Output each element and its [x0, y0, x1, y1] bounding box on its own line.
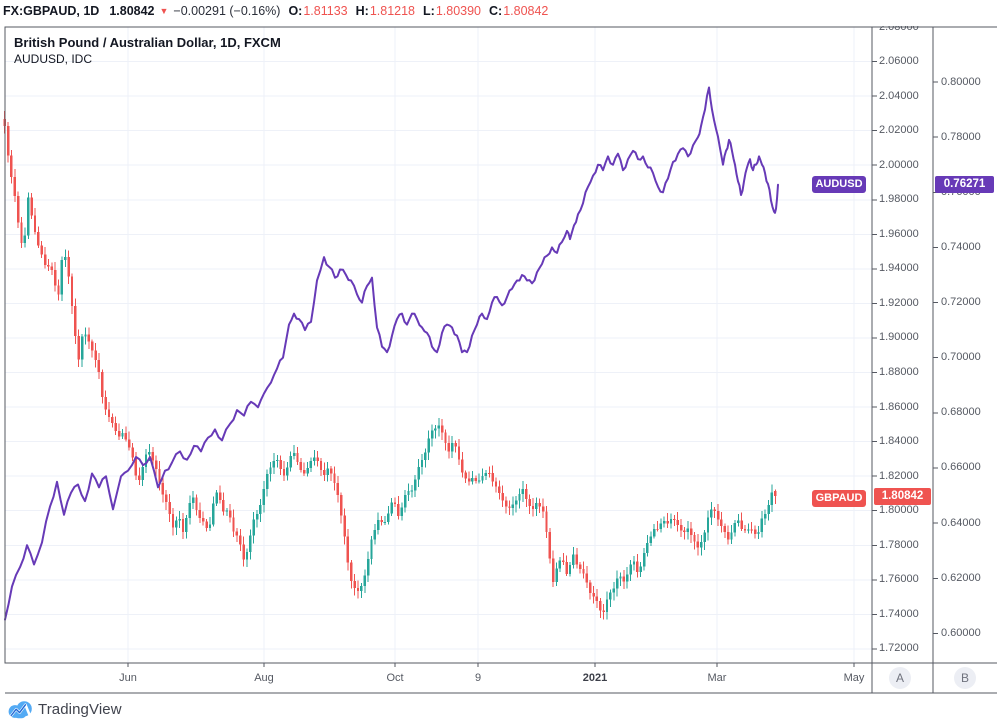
- audusd-last-price-label: 0.76271: [935, 176, 994, 193]
- symbol-info-bar: FX:GBPAUD, 1D 1.80842 ▼ −0.00291 (−0.16%…: [0, 0, 997, 26]
- open-label: O:: [288, 4, 303, 18]
- scale-b-button[interactable]: B: [954, 667, 976, 689]
- tradingview-branding[interactable]: TradingView: [8, 700, 122, 719]
- tradingview-logo-icon: [8, 701, 32, 719]
- grid-horizontal: [5, 61, 872, 650]
- chart-legend[interactable]: British Pound / Australian Dollar, 1D, F…: [14, 34, 281, 67]
- chart-frame: [4, 26, 997, 694]
- scale-tick-marks: [127, 26, 938, 667]
- grid-vertical: [127, 27, 855, 663]
- low-label: L:: [423, 4, 435, 18]
- legend-overlay-series[interactable]: AUDUSD, IDC: [14, 52, 93, 66]
- high-value: 1.81218: [369, 4, 415, 18]
- last-price: 1.80842: [109, 4, 155, 18]
- scale-a-button[interactable]: A: [889, 667, 911, 689]
- gbpaud-series-label: GBPAUD: [812, 490, 866, 507]
- price-change: −0.00291 (−0.16%): [173, 4, 281, 18]
- close-label: C:: [489, 4, 503, 18]
- close-value: 1.80842: [503, 4, 549, 18]
- low-value: 1.80390: [435, 4, 481, 18]
- legend-main-series[interactable]: British Pound / Australian Dollar, 1D, F…: [14, 35, 281, 50]
- audusd-series-label: AUDUSD: [812, 176, 866, 193]
- audusd-line-series: [4, 86, 779, 621]
- tradingview-brand-text[interactable]: TradingView: [38, 701, 122, 718]
- open-value: 1.81133: [303, 4, 348, 18]
- gbpaud-last-price-label: 1.80842: [874, 488, 931, 505]
- high-label: H:: [355, 4, 369, 18]
- symbol-name[interactable]: FX:GBPAUD, 1D: [3, 4, 100, 18]
- gbpaud-candlestick-series: [3, 111, 777, 620]
- down-arrow-icon: ▼: [159, 6, 169, 16]
